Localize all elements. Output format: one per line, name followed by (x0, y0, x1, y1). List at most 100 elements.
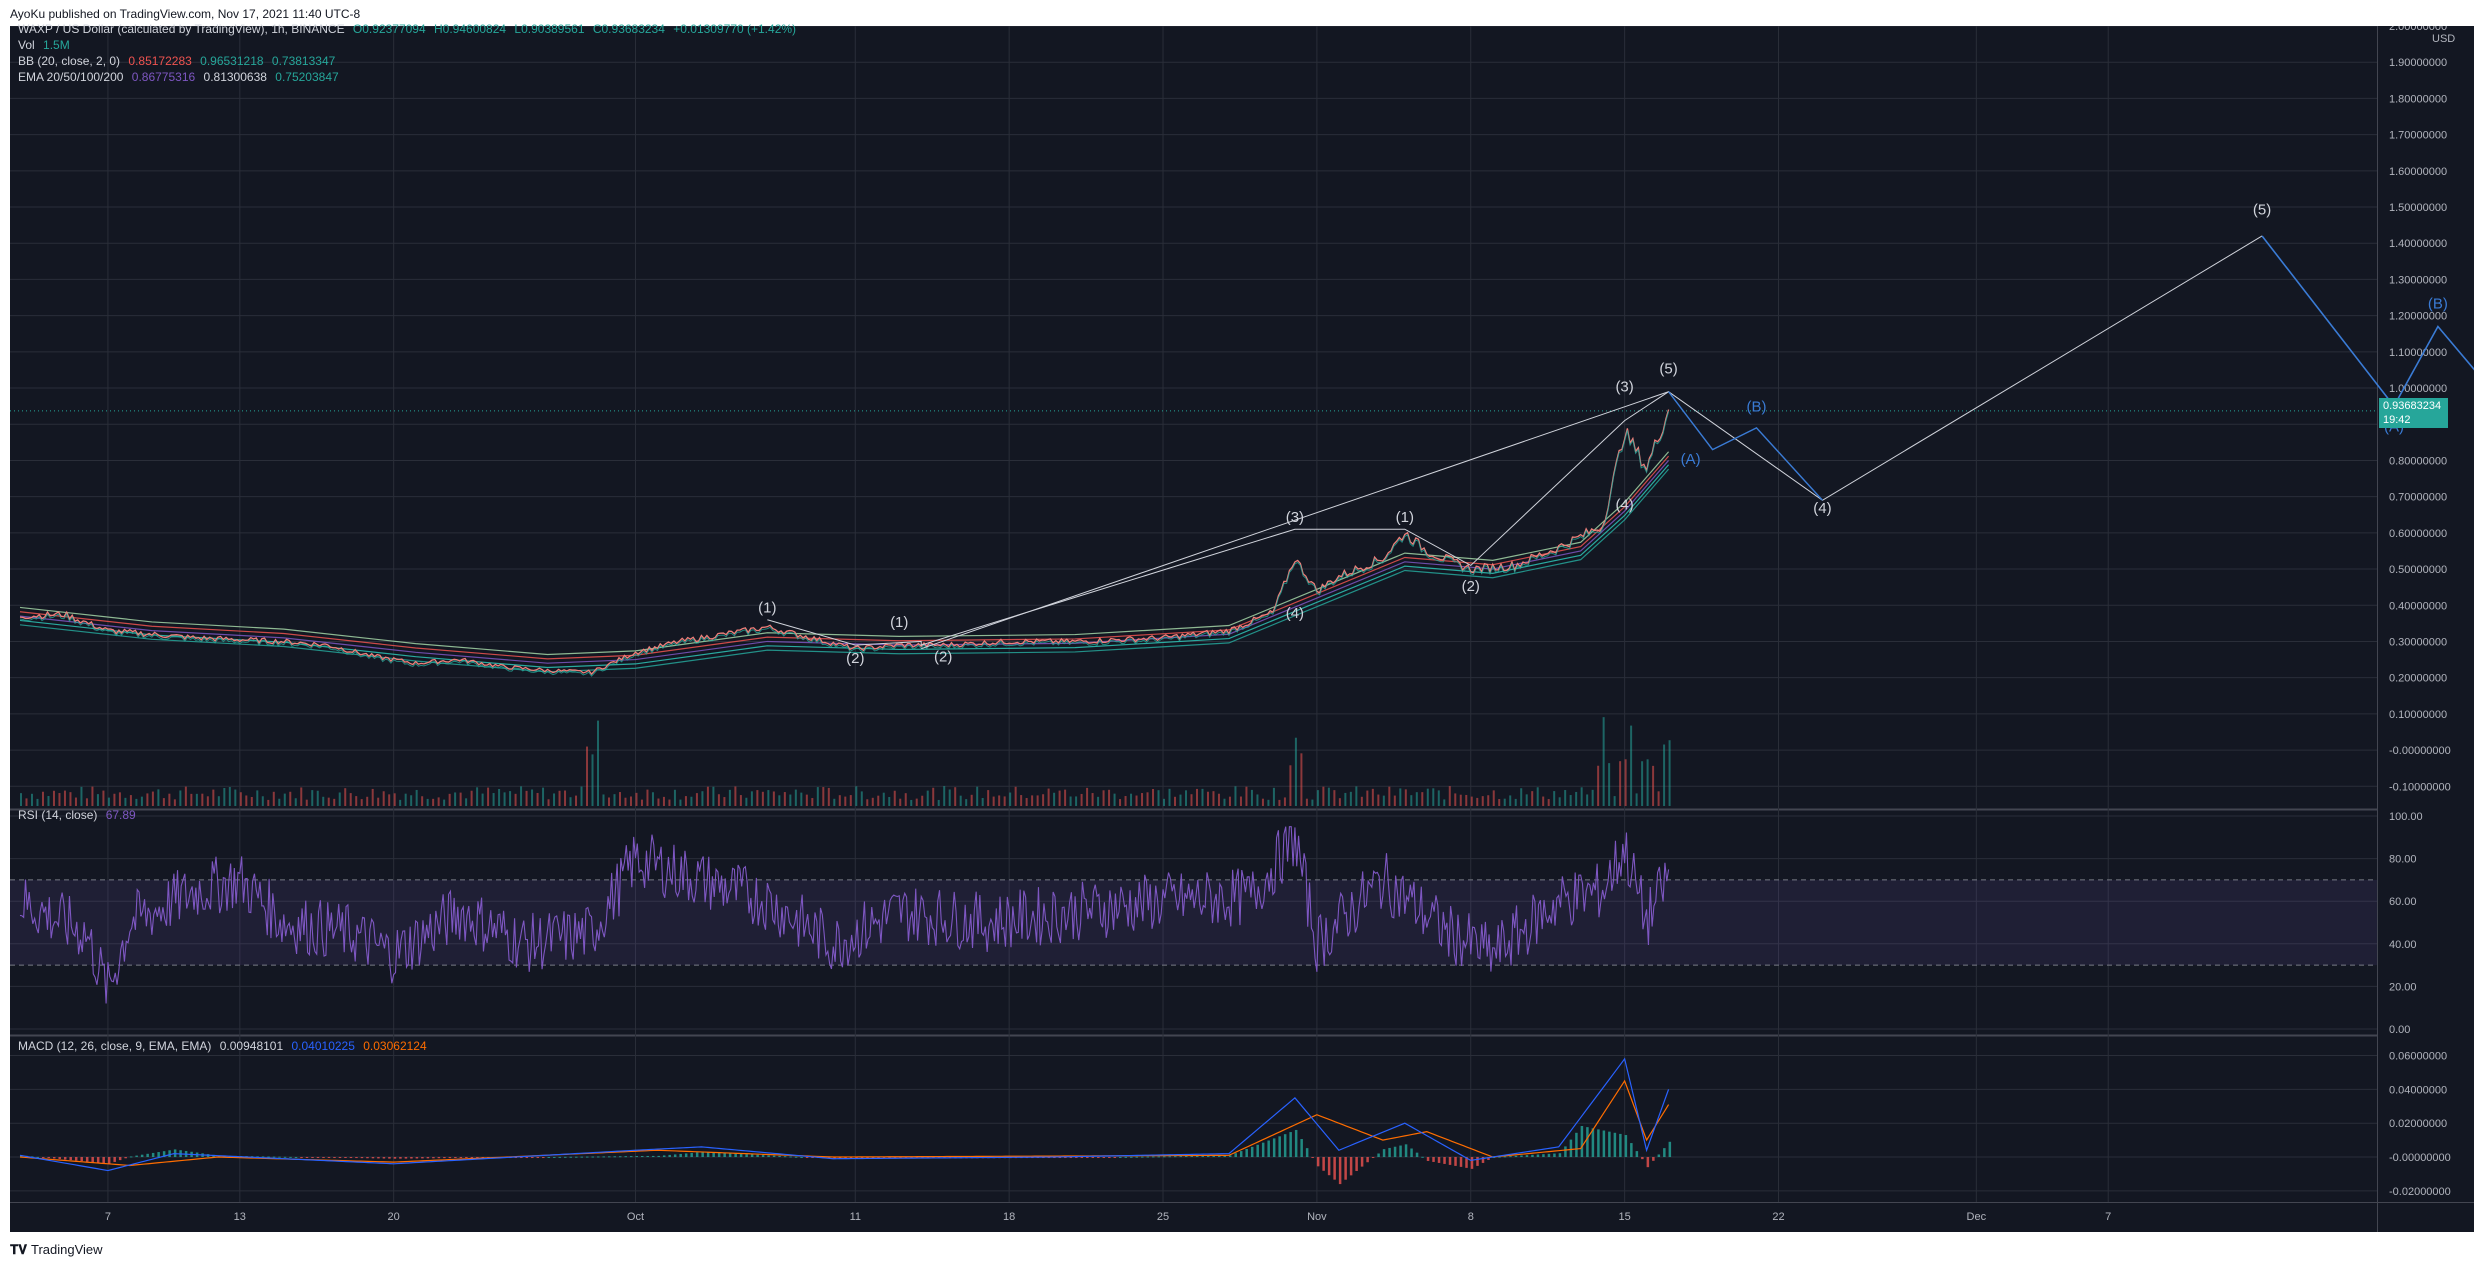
macd-histogram-bar (783, 1156, 787, 1158)
price-tick-label: 0.40000000 (2389, 600, 2447, 612)
legend-rsi-row: RSI (14, close) 67.89 (18, 808, 141, 822)
volume-bar (1377, 794, 1380, 806)
volume-bar (135, 798, 138, 806)
macd-histogram-bar (261, 1156, 265, 1158)
volume-bar (761, 791, 764, 806)
price-tick-label: 1.50000000 (2389, 202, 2447, 214)
volume-bar (190, 793, 193, 806)
volume-bar (597, 720, 600, 806)
chart-area[interactable]: 7 13 20 Oct 11 18 25 Nov 8 15 22 Dec 7 2.00000000 1.90… (10, 22, 2474, 1232)
macd-histogram-bar (118, 1157, 122, 1161)
legend-ema-20: 0.86775316 (131, 70, 196, 84)
volume-bar (1465, 794, 1468, 806)
macd-histogram-bar (283, 1156, 287, 1158)
volume-bar (1470, 796, 1473, 806)
volume-bar (1580, 787, 1583, 806)
volume-bar (1119, 799, 1122, 806)
volume-bar (1245, 786, 1248, 806)
wave-blue-projection (2261, 235, 2474, 408)
macd-histogram-bar (1069, 1157, 1073, 1159)
time-tick-label: 20 (388, 1211, 400, 1223)
macd-histogram-bar (1267, 1140, 1270, 1158)
macd-histogram-bar (1272, 1138, 1276, 1158)
volume-bar (877, 795, 880, 806)
volume-bar (998, 795, 1001, 806)
macd-histogram-bar (1415, 1152, 1419, 1158)
macd-histogram-bar (96, 1157, 100, 1163)
time-tick-label: Nov (1307, 1211, 1327, 1223)
macd-histogram-bar (371, 1157, 375, 1159)
macd-histogram-bar (1448, 1157, 1452, 1165)
time-tick-label: 11 (850, 1211, 861, 1223)
macd-histogram-bar (1470, 1157, 1474, 1169)
volume-bar (772, 791, 775, 806)
legend-macd-row: MACD (12, 26, close, 9, EMA, EMA) 0.0094… (18, 1039, 432, 1053)
volume-bar (102, 790, 105, 806)
macd-histogram-bar (333, 1157, 336, 1159)
macd-histogram-bar (459, 1157, 463, 1159)
chart-svg[interactable]: 7 13 20 Oct 11 18 25 Nov 8 15 22 Dec 7 2.00000000 1.90… (10, 26, 2474, 1232)
macd-histogram-bar (1465, 1157, 1468, 1168)
macd-tick-label: -0.02000000 (2389, 1186, 2451, 1198)
volume-bar (118, 792, 121, 806)
volume-bar (399, 799, 402, 806)
macd-histogram-bar (827, 1157, 831, 1159)
macd-histogram-bar (1564, 1146, 1567, 1158)
macd-histogram-bar (520, 1157, 523, 1159)
legend-rsi-value: 67.89 (105, 808, 136, 822)
volume-bar (267, 799, 270, 806)
volume-bar (1646, 759, 1649, 806)
volume-bar (1113, 793, 1116, 806)
volume-bar (1668, 740, 1671, 806)
volume-bar (915, 798, 918, 806)
volume-bar (1360, 796, 1363, 806)
volume-bar (1591, 789, 1594, 806)
volume-bar (1569, 795, 1572, 806)
macd-histogram-bar (778, 1155, 781, 1158)
macd-histogram-bar (36, 1156, 39, 1158)
macd-histogram-bar (52, 1157, 56, 1159)
volume-bar (1146, 792, 1149, 806)
macd-histogram-bar (1652, 1157, 1655, 1161)
macd-histogram-bar (871, 1157, 875, 1159)
volume-bar (157, 789, 160, 806)
price-tick-label: 0.30000000 (2389, 636, 2447, 648)
volume-bar (1168, 788, 1171, 806)
macd-histogram-bar (1152, 1156, 1155, 1158)
volume-bar (553, 793, 556, 806)
volume-bar (629, 796, 632, 806)
legend-open: O0.92377094 (352, 22, 426, 36)
volume-bar (756, 790, 759, 806)
macd-histogram-bar (267, 1156, 270, 1158)
price-tick-label: 0.10000000 (2389, 709, 2447, 721)
macd-histogram-bar (1349, 1157, 1353, 1176)
macd-histogram-bar (1613, 1132, 1617, 1158)
volume-bar (992, 796, 995, 806)
volume-bar (1223, 798, 1226, 806)
volume-bar (74, 797, 77, 806)
macd-histogram-bar (586, 1156, 589, 1158)
macd-histogram-bar (1322, 1157, 1325, 1171)
price-tick-label: -0.00000000 (2389, 745, 2451, 757)
legend-macd-line: 0.04010225 (291, 1039, 355, 1053)
macd-histogram-bar (476, 1157, 479, 1159)
tradingview-logo[interactable]: 𝐓𝐕 TradingView (10, 1242, 103, 1258)
price-tick-label: 1.90000000 (2389, 57, 2447, 69)
volume-bar (234, 789, 237, 806)
volume-bar (146, 793, 149, 806)
macd-histogram-bar (1586, 1127, 1589, 1158)
volume-bar (976, 786, 979, 806)
volume-bar (816, 787, 819, 806)
volume-bar (882, 792, 885, 806)
volume-bar (421, 796, 424, 806)
macd-histogram-bar (349, 1157, 353, 1159)
volume-bar (1536, 787, 1539, 806)
rsi-tick-label: 80.00 (2389, 854, 2417, 866)
volume-bar (1613, 796, 1616, 806)
volume-bar (80, 786, 83, 806)
volume-bar (1141, 793, 1144, 806)
macd-histogram-bar (1481, 1157, 1485, 1163)
wave-label: (3) (1286, 509, 1304, 526)
rsi-tick-label: 20.00 (2389, 981, 2417, 993)
volume-bar (640, 799, 643, 806)
